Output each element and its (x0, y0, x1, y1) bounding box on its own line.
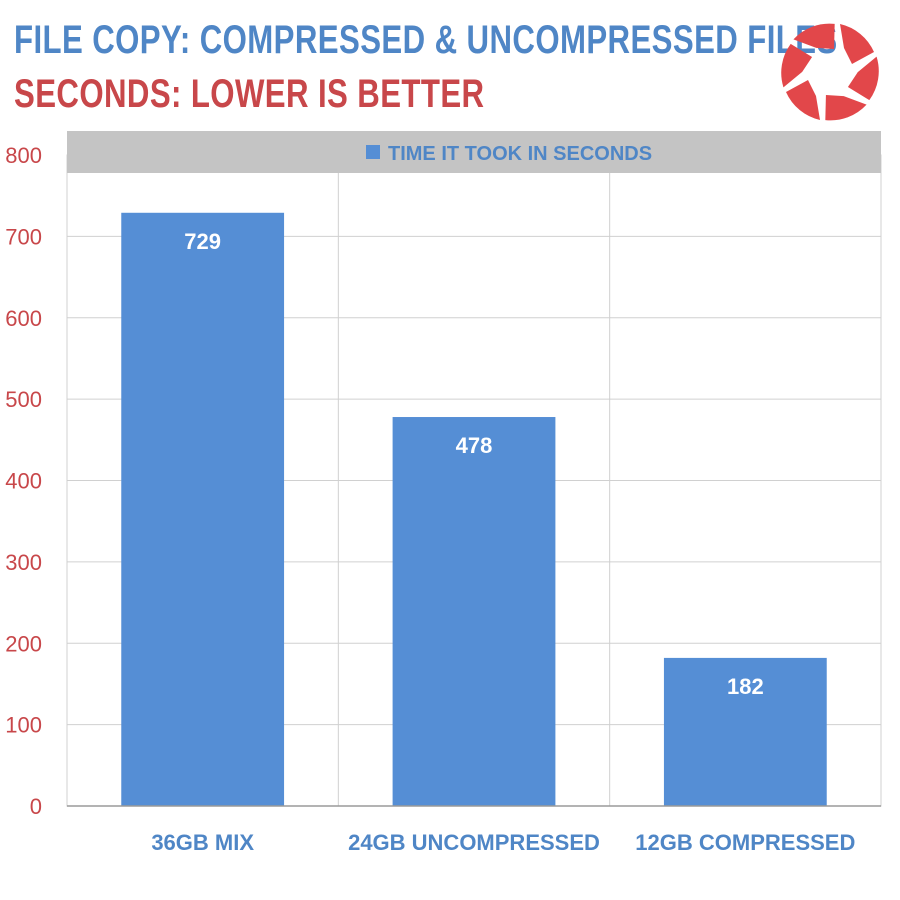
aperture-blade (847, 56, 879, 101)
legend-band (67, 131, 881, 173)
aperture-blade (825, 95, 867, 121)
y-tick-label: 400 (5, 469, 42, 494)
y-tick-label: 200 (5, 631, 42, 656)
legend-label: TIME IT TOOK IN SECONDS (388, 143, 652, 165)
aperture-blade (786, 80, 820, 120)
data-label: 729 (184, 229, 221, 254)
x-tick-label: 24GB UNCOMPRESSED (348, 830, 600, 855)
data-label: 478 (456, 433, 493, 458)
y-tick-label: 500 (5, 387, 42, 412)
aperture-logo-icon (781, 23, 879, 121)
chart-subtitle: SECONDS: LOWER IS BETTER (14, 72, 485, 116)
chart-title: FILE COPY: COMPRESSED & UNCOMPRESSED FIL… (14, 18, 838, 62)
y-tick-label: 0 (30, 794, 42, 819)
legend-swatch (366, 145, 380, 159)
x-tick-label: 12GB COMPRESSED (635, 830, 855, 855)
aperture-blade (781, 43, 813, 88)
aperture-blade (793, 23, 835, 49)
x-tick-label: 36GB MIX (151, 830, 254, 855)
data-label: 182 (727, 674, 764, 699)
bar (121, 212, 285, 806)
y-tick-label: 700 (5, 224, 42, 249)
aperture-blade (840, 24, 874, 64)
y-tick-label: 800 (5, 143, 42, 168)
y-tick-label: 600 (5, 306, 42, 331)
bar (392, 417, 556, 806)
bar (663, 657, 827, 806)
y-tick-label: 100 (5, 713, 42, 738)
y-tick-label: 300 (5, 550, 42, 575)
